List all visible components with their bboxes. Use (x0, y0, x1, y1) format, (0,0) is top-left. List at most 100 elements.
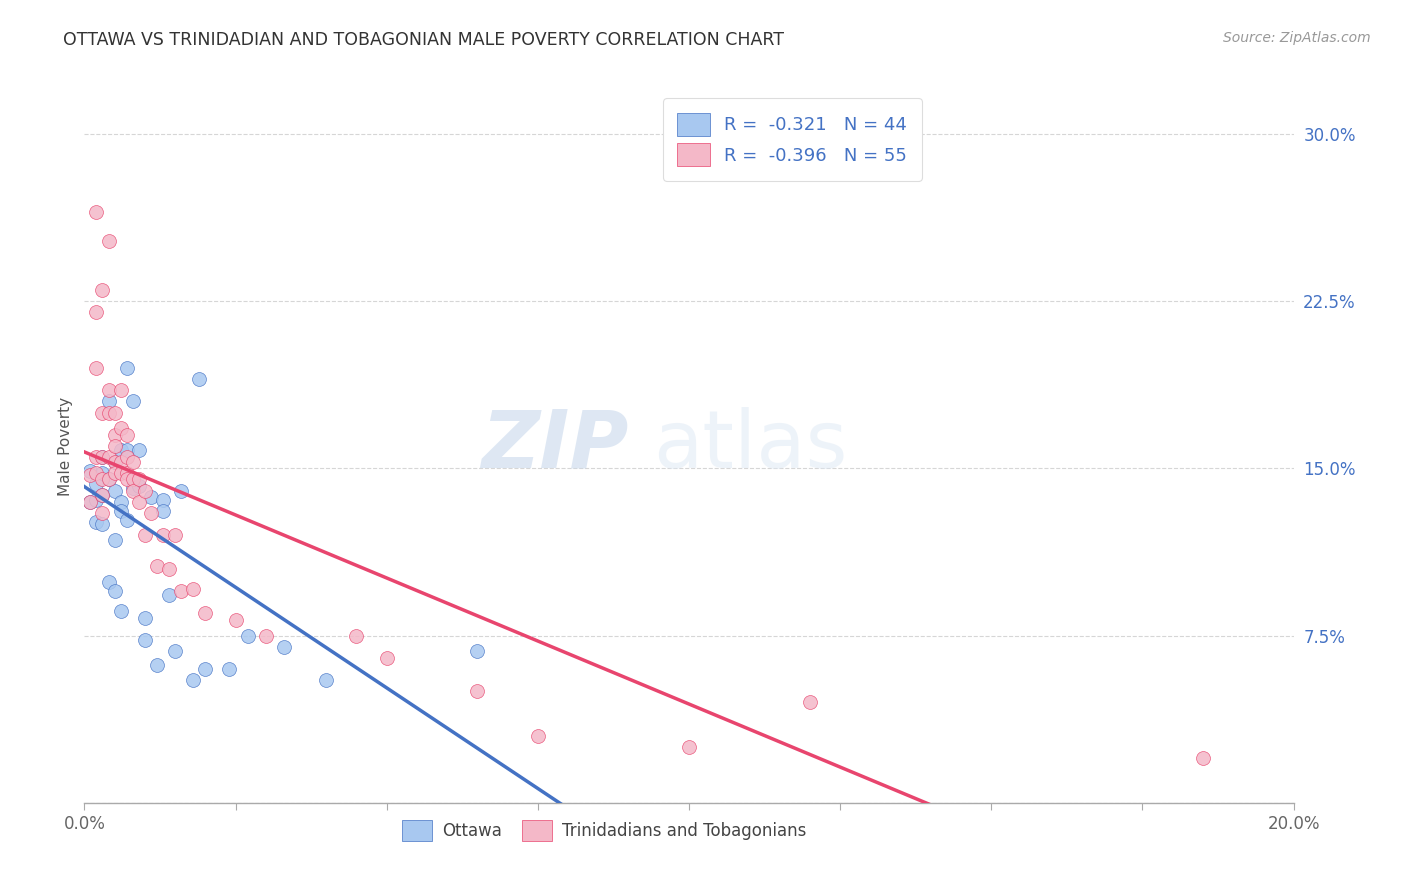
Point (91, 450, 114, 464)
Point (170, 483, 193, 498)
Point (194, 662, 217, 676)
Point (86, 450, 108, 464)
Point (225, 613, 247, 627)
Point (91, 283, 114, 297)
Point (115, 466, 138, 480)
Point (115, 450, 138, 464)
Point (91, 516, 114, 531)
Point (86, 476, 108, 491)
Point (128, 443, 150, 458)
Point (146, 657, 169, 672)
Point (152, 492, 174, 507)
Point (152, 503, 174, 517)
Point (678, 740, 700, 755)
Point (86, 360, 108, 375)
Point (97, 473, 120, 487)
Point (157, 589, 180, 603)
Text: ZIP: ZIP (481, 407, 628, 485)
Point (91, 466, 114, 480)
Point (146, 559, 169, 574)
Point (104, 439, 127, 453)
Point (110, 466, 132, 480)
Point (467, 644, 489, 658)
Point (375, 651, 398, 665)
Point (91, 405, 114, 419)
Point (79, 494, 101, 508)
Point (115, 473, 138, 487)
Point (115, 443, 138, 458)
Point (1192, 751, 1215, 765)
Point (91, 506, 114, 520)
Point (110, 384, 132, 398)
Point (97, 384, 120, 398)
Point (273, 640, 295, 654)
Point (181, 582, 204, 596)
Point (79, 494, 101, 508)
Point (110, 503, 132, 517)
Point (181, 673, 204, 687)
Point (170, 583, 193, 598)
Point (254, 628, 277, 642)
Point (315, 673, 337, 687)
Point (110, 604, 132, 618)
Point (110, 454, 132, 469)
Point (115, 360, 138, 375)
Legend: Ottawa, Trinidadians and Tobagonians: Ottawa, Trinidadians and Tobagonians (395, 814, 813, 848)
Point (104, 454, 127, 469)
Y-axis label: Male Poverty: Male Poverty (58, 396, 73, 496)
Point (165, 644, 187, 658)
Point (194, 607, 217, 621)
Text: OTTAWA VS TRINIDADIAN AND TOBAGONIAN MALE POVERTY CORRELATION CHART: OTTAWA VS TRINIDADIAN AND TOBAGONIAN MAL… (63, 31, 785, 49)
Point (91, 473, 114, 487)
Point (110, 494, 132, 508)
Point (86, 204, 108, 219)
Point (104, 583, 127, 598)
Point (134, 610, 156, 624)
Point (86, 305, 108, 319)
Point (218, 662, 240, 676)
Text: atlas: atlas (652, 407, 846, 485)
Point (121, 482, 143, 496)
Point (134, 483, 156, 498)
Point (91, 450, 114, 464)
Point (91, 488, 114, 502)
Point (467, 684, 489, 698)
Point (139, 490, 162, 504)
Point (115, 512, 138, 526)
Point (97, 394, 120, 409)
Point (97, 574, 120, 589)
Point (157, 562, 180, 576)
Point (97, 234, 120, 248)
Point (527, 729, 550, 743)
Point (128, 494, 150, 508)
Point (91, 488, 114, 502)
Point (188, 372, 211, 386)
Point (86, 515, 108, 529)
Point (134, 528, 156, 542)
Point (104, 466, 127, 480)
Point (79, 467, 101, 482)
Point (121, 454, 143, 469)
Point (128, 473, 150, 487)
Point (110, 443, 132, 458)
Point (152, 528, 174, 542)
Point (121, 473, 143, 487)
Point (104, 427, 127, 442)
Point (97, 450, 120, 464)
Point (104, 405, 127, 419)
Point (86, 466, 108, 480)
Point (104, 533, 127, 547)
Point (165, 528, 187, 542)
Point (79, 464, 101, 478)
Point (121, 483, 143, 498)
Point (134, 633, 156, 648)
Point (97, 405, 120, 419)
Point (236, 628, 259, 642)
Point (104, 454, 127, 469)
Point (346, 628, 368, 642)
Point (128, 479, 150, 493)
Text: Source: ZipAtlas.com: Source: ZipAtlas.com (1223, 31, 1371, 45)
Point (115, 427, 138, 442)
Point (110, 421, 132, 435)
Point (86, 492, 108, 507)
